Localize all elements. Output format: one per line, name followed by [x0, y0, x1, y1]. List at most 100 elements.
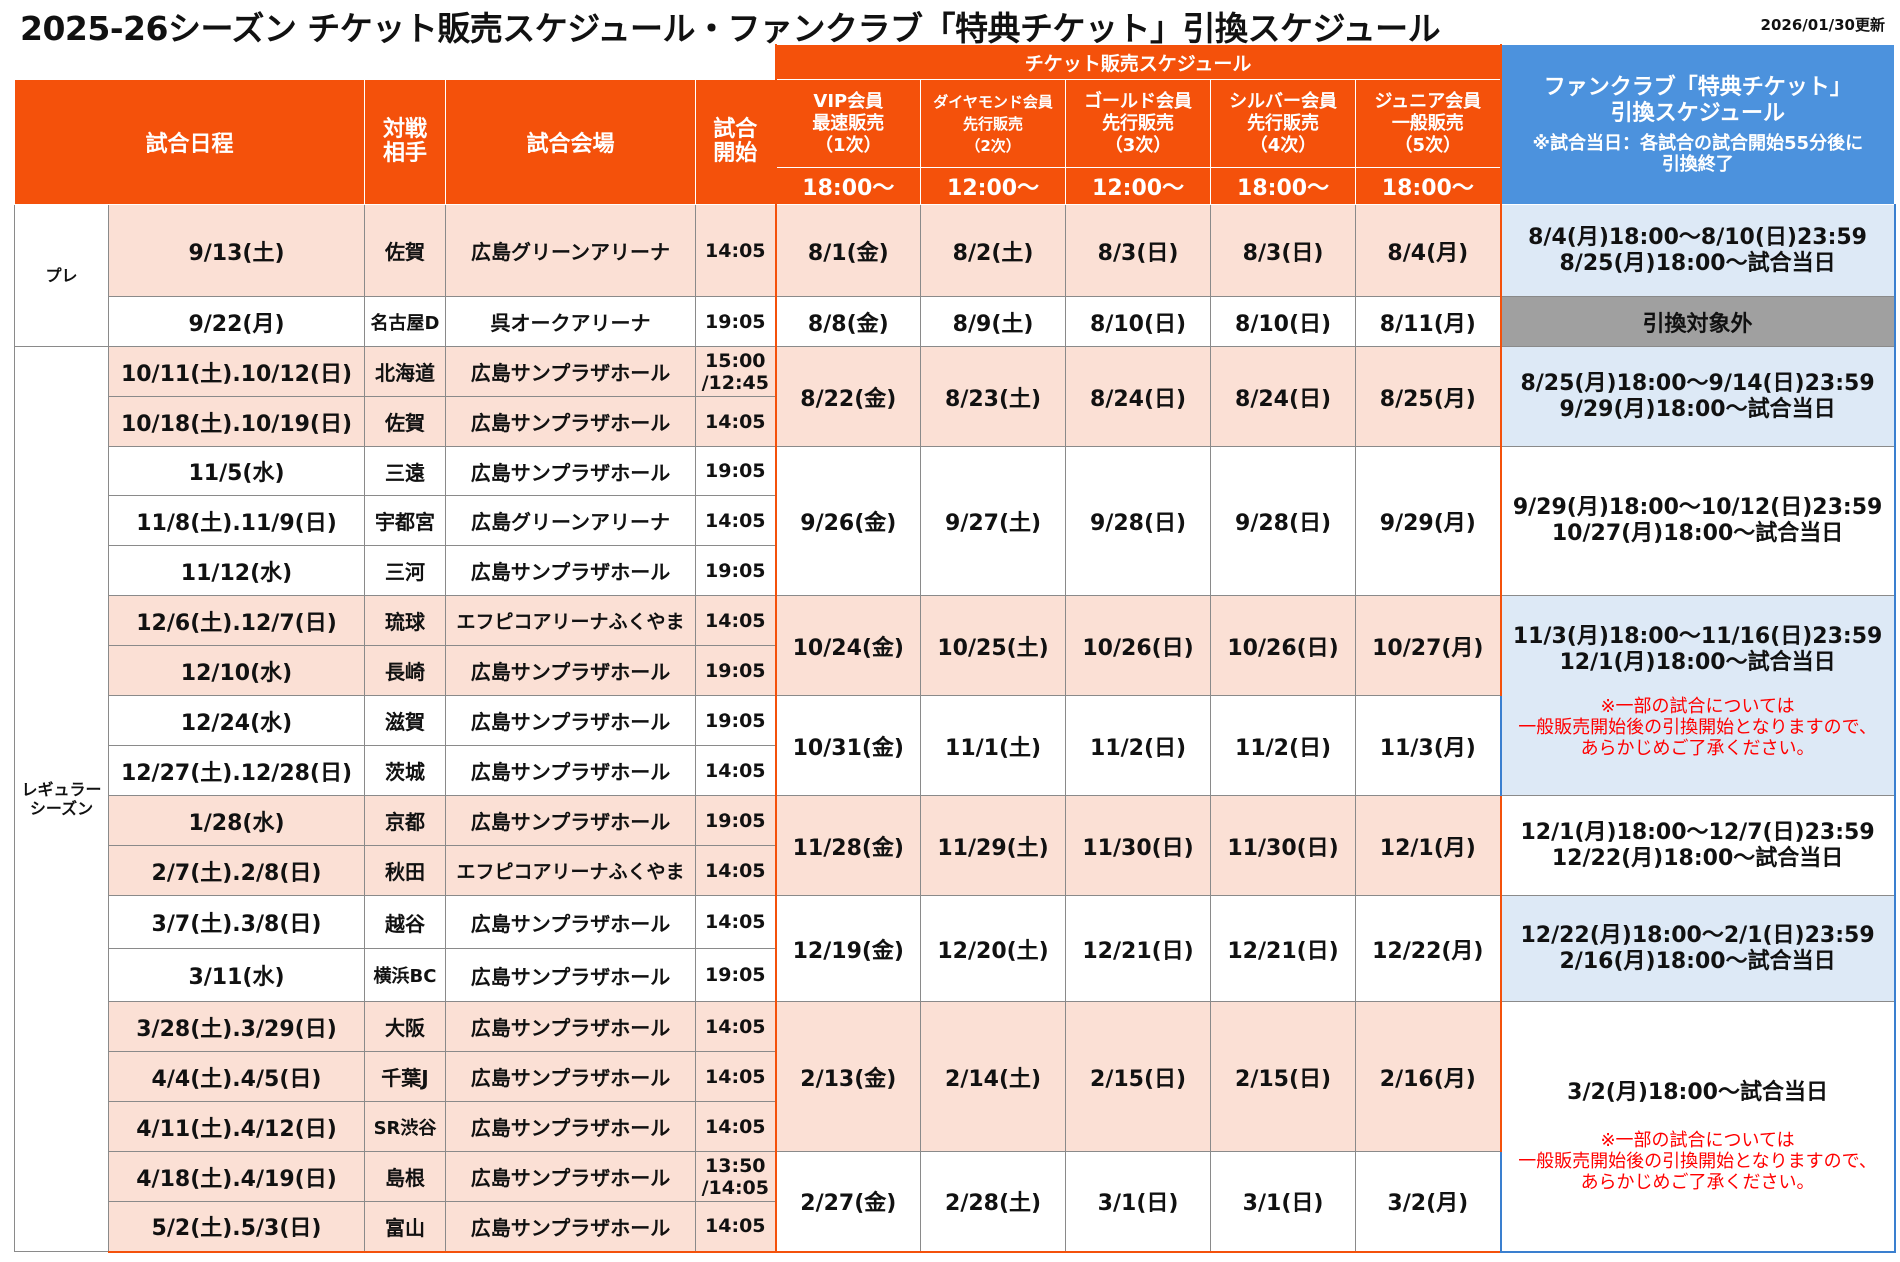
- tier-gold-time: 12:00～: [1065, 167, 1212, 205]
- sale-date: 11/29(土): [920, 795, 1067, 896]
- sale-date: 12/22(月): [1355, 895, 1502, 1002]
- game-venue: 広島サンプラザホール: [445, 545, 696, 596]
- game-venue: エフピコアリーナふくやま: [445, 845, 696, 896]
- sale-date: 9/29(月): [1355, 446, 1502, 596]
- tier-vip-time: 18:00～: [774, 167, 922, 205]
- sale-date: 10/24(金): [774, 595, 922, 696]
- game-venue: 広島グリーンアリーナ: [445, 495, 696, 546]
- game-opponent: 名古屋D: [364, 296, 446, 347]
- game-start: 14:05: [694, 895, 777, 949]
- tier-junior-time: 18:00～: [1355, 167, 1502, 205]
- game-venue: 広島サンプラザホール: [445, 446, 696, 496]
- sale-date: 8/22(金): [774, 346, 922, 447]
- game-start: 19:05: [694, 795, 777, 846]
- sale-date: 8/24(日): [1065, 346, 1212, 447]
- sale-date: 11/2(日): [1065, 695, 1212, 796]
- sale-date: 9/26(金): [774, 446, 922, 596]
- game-venue: 広島サンプラザホール: [445, 695, 696, 746]
- game-start: 14:05: [694, 1001, 777, 1052]
- fanclub-period: 12/1(月)18:00～12/7(日)23:59 12/22(月)18:00～…: [1499, 795, 1896, 896]
- fanclub-period: 11/3(月)18:00～11/16(日)23:59 12/1(月)18:00～…: [1499, 595, 1896, 796]
- sale-date: 2/16(月): [1355, 1001, 1502, 1152]
- header-blank: [14, 44, 776, 80]
- game-opponent: 秋田: [364, 845, 446, 896]
- fanclub-period: 12/22(月)18:00～2/1(日)23:59 2/16(月)18:00～試…: [1499, 895, 1896, 1002]
- game-start: 19:05: [694, 948, 777, 1002]
- game-start: 13:50 /14:05: [694, 1151, 777, 1202]
- sale-date: 12/21(日): [1065, 895, 1212, 1002]
- sale-date: 8/25(月): [1355, 346, 1502, 447]
- game-venue: 広島サンプラザホール: [445, 895, 696, 949]
- game-opponent: 長崎: [364, 645, 446, 696]
- game-start: 14:05: [694, 745, 777, 796]
- game-opponent: 滋賀: [364, 695, 446, 746]
- game-opponent: 富山: [364, 1201, 446, 1253]
- tier-diamond-time: 12:00～: [920, 167, 1067, 205]
- game-start: 19:05: [694, 296, 777, 347]
- fanclub-period: 9/29(月)18:00～10/12(日)23:59 10/27(月)18:00…: [1499, 446, 1896, 596]
- game-venue: 広島サンプラザホール: [445, 396, 696, 447]
- fanclub-period: 8/25(月)18:00～9/14(日)23:59 9/29(月)18:00～試…: [1499, 346, 1896, 447]
- game-start: 19:05: [694, 695, 777, 746]
- sale-schedule-header: チケット販売スケジュール: [774, 44, 1502, 80]
- fanclub-red-note: ※一部の試合については 一般販売開始後の引換開始となりますので、 あらかじめご了…: [1518, 1129, 1877, 1193]
- game-venue: エフピコアリーナふくやま: [445, 595, 696, 646]
- game-opponent: 宇都宮: [364, 495, 446, 546]
- sale-date: 11/30(日): [1065, 795, 1212, 896]
- sale-date: 8/10(日): [1065, 296, 1212, 347]
- sale-date: 8/3(日): [1065, 204, 1212, 297]
- sale-date: 9/28(日): [1065, 446, 1212, 596]
- fanclub-period-text: 11/3(月)18:00～11/16(日)23:59 12/1(月)18:00～…: [1512, 624, 1883, 675]
- game-opponent: 琉球: [364, 595, 446, 646]
- game-date: 12/6(土).12/7(日): [108, 595, 365, 646]
- game-opponent: 千葉J: [364, 1051, 446, 1102]
- game-start: 14:05: [694, 595, 777, 646]
- game-opponent: 三河: [364, 545, 446, 596]
- game-venue: 広島サンプラザホール: [445, 1001, 696, 1052]
- tier-junior: ジュニア会員 一般販売 （5次）: [1355, 79, 1502, 168]
- fanclub-period: 8/4(月)18:00～8/10(日)23:59 8/25(月)18:00～試合…: [1499, 204, 1896, 297]
- game-date: 4/4(土).4/5(日): [108, 1051, 365, 1102]
- game-date: 12/10(水): [108, 645, 365, 696]
- game-venue: 呉オークアリーナ: [445, 296, 696, 347]
- sale-date: 2/15(日): [1210, 1001, 1357, 1152]
- tier-diamond: ダイヤモンド会員 先行販売 （2次）: [920, 79, 1067, 168]
- game-opponent: 京都: [364, 795, 446, 846]
- sale-date: 8/24(日): [1210, 346, 1357, 447]
- sale-date: 2/14(土): [920, 1001, 1067, 1152]
- sale-date: 9/27(土): [920, 446, 1067, 596]
- sale-date: 2/15(日): [1065, 1001, 1212, 1152]
- game-opponent: 島根: [364, 1151, 446, 1202]
- sale-date: 2/28(土): [920, 1151, 1067, 1253]
- game-opponent: 大阪: [364, 1001, 446, 1052]
- game-venue: 広島サンプラザホール: [445, 1201, 696, 1253]
- sale-date: 12/20(土): [920, 895, 1067, 1002]
- sale-date: 8/23(土): [920, 346, 1067, 447]
- start-column-header: 試合 開始: [694, 79, 777, 205]
- game-date: 3/11(水): [108, 948, 365, 1002]
- game-start: 14:05: [694, 845, 777, 896]
- game-start: 14:05: [694, 1101, 777, 1152]
- sale-date: 12/1(月): [1355, 795, 1502, 896]
- game-opponent: 北海道: [364, 346, 446, 397]
- sale-date: 11/3(月): [1355, 695, 1502, 796]
- sale-date: 8/8(金): [774, 296, 922, 347]
- game-date: 3/7(土).3/8(日): [108, 895, 365, 949]
- game-date: 11/5(水): [108, 446, 365, 496]
- game-start: 14:05: [694, 495, 777, 546]
- sale-date: 11/30(日): [1210, 795, 1357, 896]
- game-venue: 広島サンプラザホール: [445, 795, 696, 846]
- sale-date: 2/13(金): [774, 1001, 922, 1152]
- sale-date: 8/11(月): [1355, 296, 1502, 347]
- sale-date: 12/21(日): [1210, 895, 1357, 1002]
- category-regular: レギュラー シーズン: [14, 346, 109, 1252]
- game-start: 19:05: [694, 645, 777, 696]
- sale-date: 8/1(金): [774, 204, 922, 297]
- game-start: 15:00 /12:45: [694, 346, 777, 397]
- game-venue: 広島サンプラザホール: [445, 1051, 696, 1102]
- sale-date: 11/2(日): [1210, 695, 1357, 796]
- schedule-table: チケット販売スケジュール ファンクラブ「特典チケット」 引換スケジュール ※試合…: [14, 44, 1896, 1253]
- game-start: 19:05: [694, 545, 777, 596]
- game-date: 9/22(月): [108, 296, 365, 347]
- game-start: 19:05: [694, 446, 777, 496]
